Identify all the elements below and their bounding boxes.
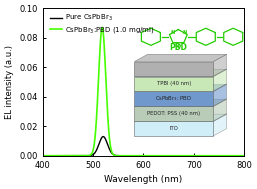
Legend: Pure CsPbBr$_3$, CsPbBr$_3$:PBD (1.0 mg/ml): Pure CsPbBr$_3$, CsPbBr$_3$:PBD (1.0 mg/… [48,12,156,36]
Y-axis label: EL intensity (a.u.): EL intensity (a.u.) [5,45,14,119]
X-axis label: Wavelength (nm): Wavelength (nm) [104,175,183,184]
